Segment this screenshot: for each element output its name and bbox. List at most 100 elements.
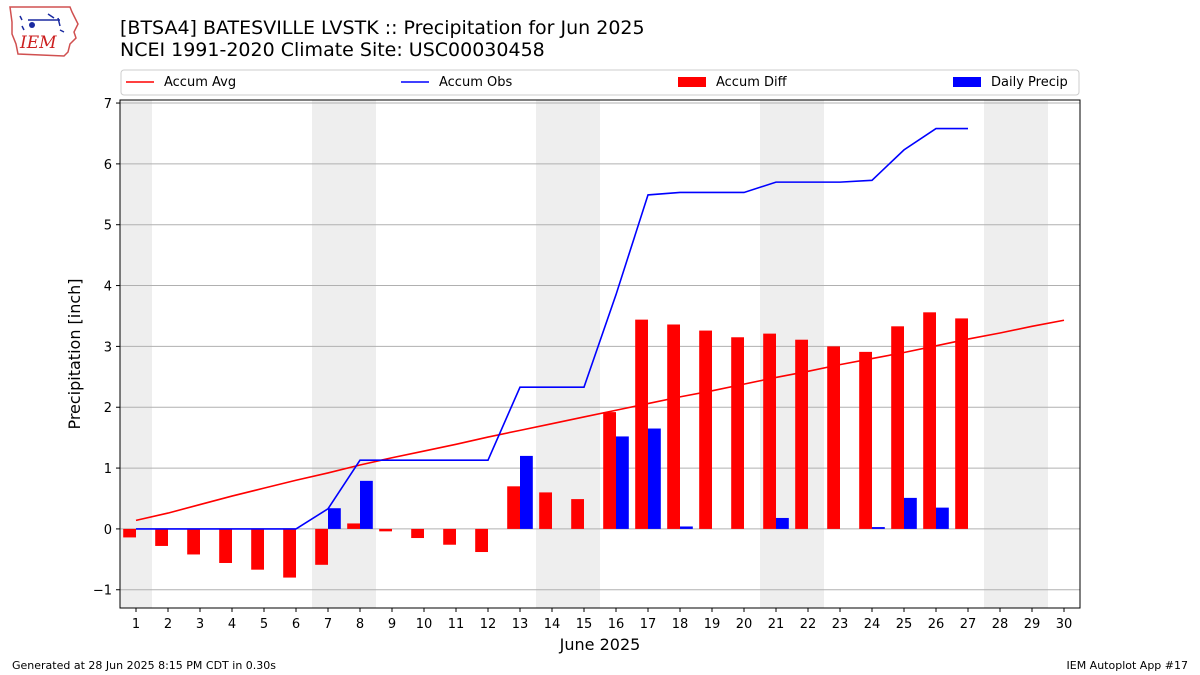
title-block: [BTSA4] BATESVILLE LVSTK :: Precipitatio…	[120, 17, 645, 61]
accum-diff-bar	[219, 528, 232, 563]
x-tick-label: 21	[768, 617, 785, 632]
weekend-shade	[120, 100, 152, 608]
accum-diff-bar	[603, 412, 616, 529]
daily-precip-bar	[648, 428, 661, 529]
accum-diff-bar	[123, 528, 136, 538]
x-tick-label: 20	[736, 617, 753, 632]
x-tick-label: 9	[388, 617, 396, 632]
accum-diff-bar	[251, 528, 264, 570]
x-tick-label: 5	[260, 617, 268, 632]
legend-label: Daily Precip	[991, 75, 1068, 90]
accum-diff-bar	[443, 528, 456, 545]
legend-swatch	[678, 77, 706, 87]
x-axis-label: June 2025	[559, 635, 641, 654]
accum-avg-line	[135, 319, 1065, 522]
x-tick-label: 27	[960, 617, 977, 632]
accum-diff-bar	[699, 330, 712, 529]
y-tick-label: 4	[104, 280, 112, 295]
legend-entry-accum-diff: Accum Diff	[678, 75, 788, 90]
station-dot-icon	[29, 22, 35, 28]
x-tick-label: 16	[608, 617, 625, 632]
x-tick-label: 11	[448, 617, 465, 632]
x-tick-label: 10	[416, 617, 433, 632]
accum-diff-bar	[667, 324, 680, 529]
daily-precip-bar	[936, 507, 949, 529]
legend-entry-daily-precip: Daily Precip	[953, 75, 1068, 90]
legend-box	[120, 69, 1080, 96]
accum-diff-bar	[763, 333, 776, 529]
accum-diff-bar	[891, 326, 904, 529]
accum-diff-bar	[795, 339, 808, 529]
x-tick-label: 19	[704, 617, 721, 632]
generated-note: Generated at 28 Jun 2025 8:15 PM CDT in …	[12, 659, 277, 672]
weekend-shade	[1016, 100, 1048, 608]
accum-diff-bar	[955, 318, 968, 529]
accum-diff-bar	[571, 499, 584, 529]
x-tick-label: 24	[864, 617, 881, 632]
daily-precip-bar	[872, 527, 885, 529]
daily-precip-bar	[520, 455, 533, 529]
y-tick-label: 3	[104, 340, 112, 355]
y-tick-label: 7	[104, 97, 112, 112]
x-tick-label: 15	[576, 617, 593, 632]
legend-swatch	[953, 77, 981, 87]
x-tick-label: 29	[1024, 617, 1041, 632]
accum-diff-bar	[379, 528, 392, 532]
accum-diff-bar	[315, 528, 328, 565]
y-axis-label: Precipitation [inch]	[65, 278, 84, 429]
accum-diff-bar	[347, 523, 360, 529]
x-tick-label: 12	[480, 617, 497, 632]
x-tick-label: 26	[928, 617, 945, 632]
weekend-shade	[344, 100, 376, 608]
logo-text: IEM	[19, 33, 57, 53]
y-tick-label: 6	[104, 158, 112, 173]
y-tick-label: −1	[93, 584, 112, 599]
daily-precip-bar	[360, 480, 373, 529]
x-tick-label: 6	[292, 617, 300, 632]
daily-precip-bar	[776, 517, 789, 529]
iowa-outline-shape	[9, 6, 79, 57]
x-tick-label: 1	[132, 617, 140, 632]
app-note: IEM Autoplot App #17	[1066, 659, 1189, 672]
accum-diff-bar	[507, 486, 520, 529]
accum-obs-line	[136, 127, 968, 530]
y-tick-label: 5	[104, 219, 112, 234]
weekend-shade	[536, 100, 568, 608]
x-tick-label: 28	[992, 617, 1009, 632]
x-tick-label: 3	[196, 617, 204, 632]
chart-title: [BTSA4] BATESVILLE LVSTK :: Precipitatio…	[120, 17, 645, 39]
accum-diff-bar	[475, 528, 488, 553]
accum-diff-bar	[635, 319, 648, 529]
x-tick-label: 13	[512, 617, 529, 632]
weather-glyphs-icon	[19, 13, 65, 33]
daily-precip-bar	[904, 497, 917, 529]
accum-diff-bar	[155, 528, 168, 546]
accum-diff-bar	[859, 351, 872, 529]
accum-diff-bar	[827, 346, 840, 529]
x-tick-label: 25	[896, 617, 913, 632]
daily-precip-bar	[680, 526, 693, 529]
accum-diff-bar	[731, 337, 744, 529]
iem-logo: IEM	[9, 6, 79, 57]
y-tick-label: 0	[104, 523, 112, 538]
x-tick-label: 23	[832, 617, 849, 632]
y-tick-label: 2	[104, 401, 112, 416]
legend: Accum Avg Accum Obs Accum Diff Daily Precip	[120, 69, 1080, 96]
x-tick-label: 2	[164, 617, 172, 632]
daily-precip-bar	[616, 436, 629, 529]
x-tick-label: 22	[800, 617, 817, 632]
accum-diff-bar	[411, 528, 424, 539]
x-tick-label: 8	[356, 617, 364, 632]
legend-label: Accum Avg	[164, 75, 236, 90]
accum-diff-bar	[923, 312, 936, 529]
legend-entry-accum-obs: Accum Obs	[401, 75, 512, 90]
weekend-shade	[984, 100, 1016, 608]
daily-precip-bar	[328, 508, 341, 529]
legend-label: Accum Obs	[439, 75, 512, 90]
accum-diff-bar	[539, 492, 552, 529]
x-tick-label: 30	[1056, 617, 1073, 632]
y-tick-label: 1	[104, 462, 112, 477]
accum-diff-bar	[283, 528, 296, 578]
accum-diff-bar	[187, 528, 200, 555]
